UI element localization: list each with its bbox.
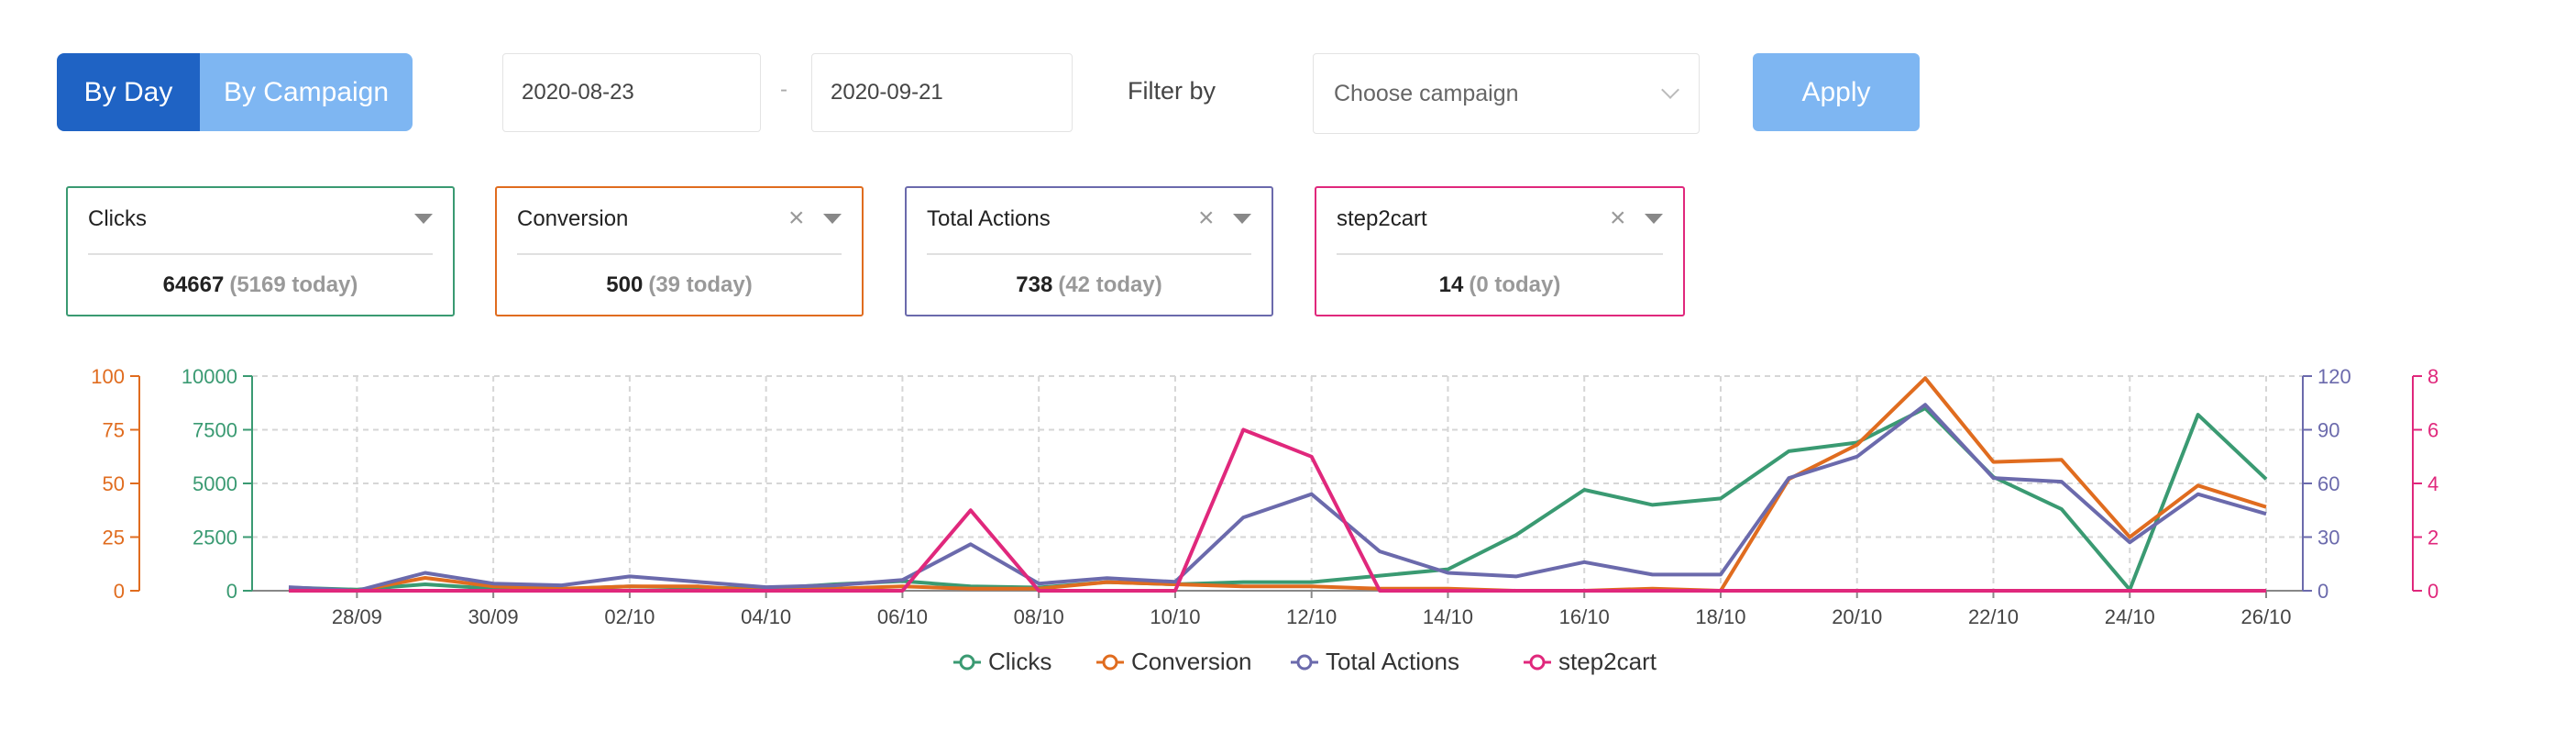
metric-stat: 738 (42 today) (907, 272, 1271, 298)
y-tick-label-actions: 30 (2317, 527, 2339, 549)
x-tick-label: 14/10 (1423, 605, 1473, 628)
y-tick-label-clicks: 7500 (193, 419, 237, 442)
x-tick-label: 30/09 (468, 605, 519, 628)
clear-icon[interactable]: × (1610, 203, 1626, 233)
y-tick-label-actions: 60 (2317, 472, 2339, 495)
metric-today: (0 today) (1469, 272, 1561, 297)
caret-down-icon[interactable] (823, 214, 842, 224)
metric-card-conversion: Conversion × 500 (39 today) (495, 186, 864, 316)
y-tick-label-conv: 100 (91, 365, 125, 388)
x-tick-label: 16/10 (1559, 605, 1610, 628)
y-tick-label-clicks: 5000 (193, 472, 237, 495)
x-tick-label: 10/10 (1150, 605, 1200, 628)
x-tick-label: 12/10 (1286, 605, 1337, 628)
y-tick-label-conv: 75 (103, 419, 125, 442)
card-divider (1337, 253, 1663, 255)
x-tick-label: 04/10 (741, 605, 791, 628)
y-tick-label-conv: 25 (103, 527, 125, 549)
metric-total: 500 (606, 272, 644, 297)
card-divider (517, 253, 842, 255)
legend-marker-clicks (959, 654, 975, 671)
metric-total: 64667 (162, 272, 225, 297)
metric-stat: 500 (39 today) (497, 272, 862, 298)
y-tick-label-conv: 50 (103, 472, 125, 495)
x-tick-label: 18/10 (1695, 605, 1745, 628)
multi-axis-line-chart: 28/09 30/09 02/10 04/10 06/10 08/10 10/10 12/10… (91, 365, 2438, 675)
y-tick-label-actions: 90 (2317, 419, 2339, 442)
metric-today: (39 today) (648, 272, 753, 297)
metric-stat: 14 (0 today) (1316, 272, 1683, 298)
legend-marker-step2cart (1529, 654, 1546, 671)
card-divider (927, 253, 1251, 255)
metric-stat: 64667 (5169 today) (68, 272, 453, 298)
y-tick-label-conv: 0 (114, 580, 125, 603)
metric-total: 14 (1438, 272, 1464, 297)
y-tick-label-clicks: 0 (226, 580, 237, 603)
metric-select-label[interactable]: Total Actions (927, 206, 1051, 231)
y-tick-label-actions: 120 (2317, 365, 2351, 388)
metric-today: (5169 today) (229, 272, 358, 297)
date-separator: - (780, 77, 787, 102)
x-tick-label: 26/10 (2240, 605, 2291, 628)
x-tick-label: 20/10 (1832, 605, 1882, 628)
y-tick-label-step: 4 (2427, 472, 2438, 495)
series-line-total-actions (288, 403, 2267, 593)
by-campaign-button[interactable]: By Campaign (200, 53, 413, 131)
legend-label-total-actions: Total Actions (1326, 648, 1459, 675)
metric-select-label[interactable]: Clicks (88, 206, 147, 231)
series-line-conversion (288, 376, 2267, 593)
metric-total: 738 (1016, 272, 1053, 297)
y-tick-label-clicks: 2500 (193, 527, 237, 549)
caret-down-icon[interactable] (1645, 214, 1663, 224)
caret-down-icon[interactable] (414, 214, 433, 224)
chevron-down-icon (1661, 81, 1679, 99)
metric-today: (42 today) (1058, 272, 1162, 297)
start-date-input[interactable] (502, 53, 761, 132)
legend-marker-total-actions (1296, 654, 1313, 671)
y-tick-label-step: 6 (2427, 419, 2438, 442)
end-date-input[interactable] (811, 53, 1073, 132)
y-tick-label-step: 2 (2427, 527, 2438, 549)
metric-card-step2cart: step2cart × 14 (0 today) (1315, 186, 1685, 316)
campaign-select-placeholder: Choose campaign (1334, 80, 1519, 106)
campaign-select[interactable]: Choose campaign (1313, 53, 1700, 134)
metric-select-label[interactable]: Conversion (517, 206, 629, 231)
legend-label-step2cart: step2cart (1558, 648, 1657, 675)
x-tick-label: 24/10 (2105, 605, 2155, 628)
apply-button[interactable]: Apply (1753, 53, 1920, 131)
x-tick-label: 06/10 (877, 605, 928, 628)
x-tick-label: 08/10 (1014, 605, 1064, 628)
metric-select-label[interactable]: step2cart (1337, 206, 1427, 231)
y-tick-label-clicks: 10000 (182, 365, 237, 388)
legend-label-conversion: Conversion (1131, 648, 1252, 675)
filter-by-label: Filter by (1128, 77, 1216, 105)
clear-icon[interactable]: × (1198, 203, 1215, 233)
legend-label-clicks: Clicks (988, 648, 1051, 675)
metric-card-total-actions: Total Actions × 738 (42 today) (905, 186, 1273, 316)
x-tick-label: 02/10 (604, 605, 655, 628)
metric-card-clicks: Clicks 64667 (5169 today) (66, 186, 455, 316)
series-line-step2cart (289, 427, 2266, 593)
x-tick-label: 28/09 (332, 605, 382, 628)
x-tick-label: 22/10 (1968, 605, 2019, 628)
y-tick-label-step: 8 (2427, 365, 2438, 388)
y-tick-label-actions: 0 (2317, 580, 2328, 603)
by-day-button[interactable]: By Day (57, 53, 200, 131)
legend-marker-conversion (1102, 654, 1118, 671)
caret-down-icon[interactable] (1233, 214, 1251, 224)
clear-icon[interactable]: × (788, 203, 805, 233)
card-divider (88, 253, 433, 255)
y-tick-label-step: 0 (2427, 580, 2438, 603)
